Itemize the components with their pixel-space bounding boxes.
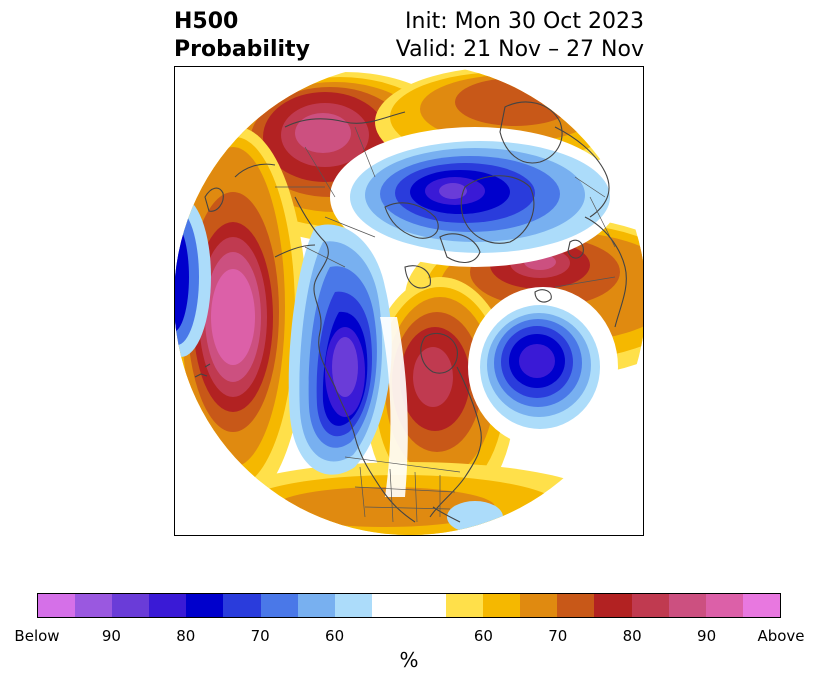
colorbar: [37, 593, 781, 618]
map-canvas: [175, 67, 643, 535]
colorbar-tick-label: 60: [473, 627, 493, 645]
title-quantity: Probability: [174, 37, 310, 62]
colorbar-above-segment: [594, 594, 632, 617]
colorbar-tick-label: Above: [757, 627, 805, 645]
colorbar-tick-label: 80: [176, 627, 196, 645]
colorbar-tick-label: 70: [548, 627, 568, 645]
colorbar-tick-label: Below: [14, 627, 60, 645]
coastlines: [186, 101, 627, 532]
colorbar-below-segment: [223, 594, 261, 617]
cool-anomaly-arctic: [330, 127, 620, 267]
probability-map: [174, 66, 644, 536]
colorbar-tick-label: 70: [250, 627, 270, 645]
colorbar-neutral-segment: [371, 594, 447, 617]
colorbar-below-segment: [75, 594, 113, 617]
colorbar-tick-label: 90: [697, 627, 717, 645]
valid-range: Valid: 21 Nov – 27 Nov: [395, 37, 644, 62]
colorbar-below-segment: [260, 594, 298, 617]
colorbar-below-segment: [334, 594, 372, 617]
cool-anomaly-south: [447, 501, 503, 533]
map-dates: Init: Mon 30 Oct 2023 Valid: 21 Nov – 27…: [396, 8, 644, 64]
colorbar-below-segment: [297, 594, 335, 617]
borders: [275, 126, 616, 523]
colorbar-above-segment: [483, 594, 521, 617]
cool-anomaly-atlantic: [468, 287, 618, 447]
colorbar-tick-label: 80: [622, 627, 642, 645]
colorbar-above-segment: [520, 594, 558, 617]
colorbar-above-segment: [742, 594, 780, 617]
warm-anomaly-pacific: [175, 127, 307, 507]
colorbar-below-segment: [38, 594, 76, 617]
colorbar-above-segment: [446, 594, 484, 617]
colorbar-above-segment: [705, 594, 743, 617]
cool-anomaly-west-america: [288, 224, 392, 475]
colorbar-above-segment: [668, 594, 706, 617]
colorbar-below-segment: [186, 594, 224, 617]
colorbar-below-segment: [149, 594, 187, 617]
colorbar-above-segment: [631, 594, 669, 617]
colorbar-unit: %: [399, 648, 419, 672]
colorbar-tick-label: 90: [101, 627, 121, 645]
title-variable: H500: [174, 9, 239, 34]
init-date: Init: Mon 30 Oct 2023: [405, 9, 644, 34]
colorbar-above-segment: [557, 594, 595, 617]
cool-anomaly-west-edge: [175, 197, 211, 357]
colorbar-tick-label: 60: [325, 627, 345, 645]
anomaly-field: [175, 67, 643, 535]
colorbar-below-segment: [112, 594, 150, 617]
map-title: H500 Probability: [174, 8, 310, 64]
